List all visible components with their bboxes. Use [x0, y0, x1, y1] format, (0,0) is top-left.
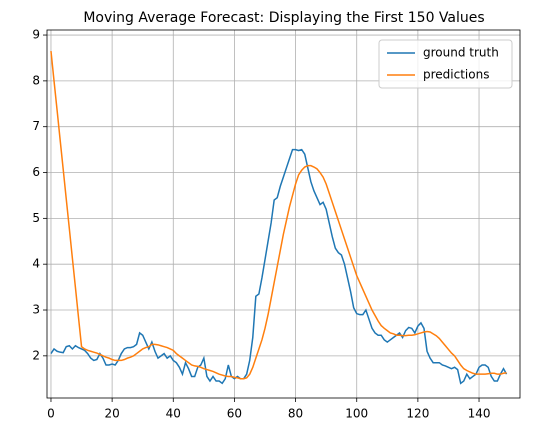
y-tick-label: 6	[32, 165, 40, 179]
x-tick-label: 100	[345, 407, 368, 421]
x-tick-label: 20	[104, 407, 119, 421]
x-tick-label: 140	[468, 407, 491, 421]
y-tick-label: 9	[32, 28, 40, 42]
series-line	[50, 148, 508, 385]
x-tick-label: 120	[406, 407, 429, 421]
y-tick-label: 3	[32, 303, 40, 317]
y-tick-label: 8	[32, 73, 40, 87]
legend-label: ground truth	[423, 46, 499, 60]
x-tick-label: 0	[47, 407, 55, 421]
y-tick-label: 4	[32, 257, 40, 271]
x-tick-label: 60	[227, 407, 242, 421]
x-tick-label: 40	[166, 407, 181, 421]
chart-title: Moving Average Forecast: Displaying the …	[83, 10, 484, 26]
y-tick-label: 2	[32, 348, 40, 362]
x-tick-label: 80	[288, 407, 303, 421]
series-line	[50, 51, 507, 380]
legend-label: predictions	[423, 68, 489, 82]
y-tick-label: 5	[32, 211, 40, 225]
y-tick-label: 7	[32, 119, 40, 133]
axes-frame	[46, 29, 521, 399]
legend-box	[378, 39, 513, 89]
